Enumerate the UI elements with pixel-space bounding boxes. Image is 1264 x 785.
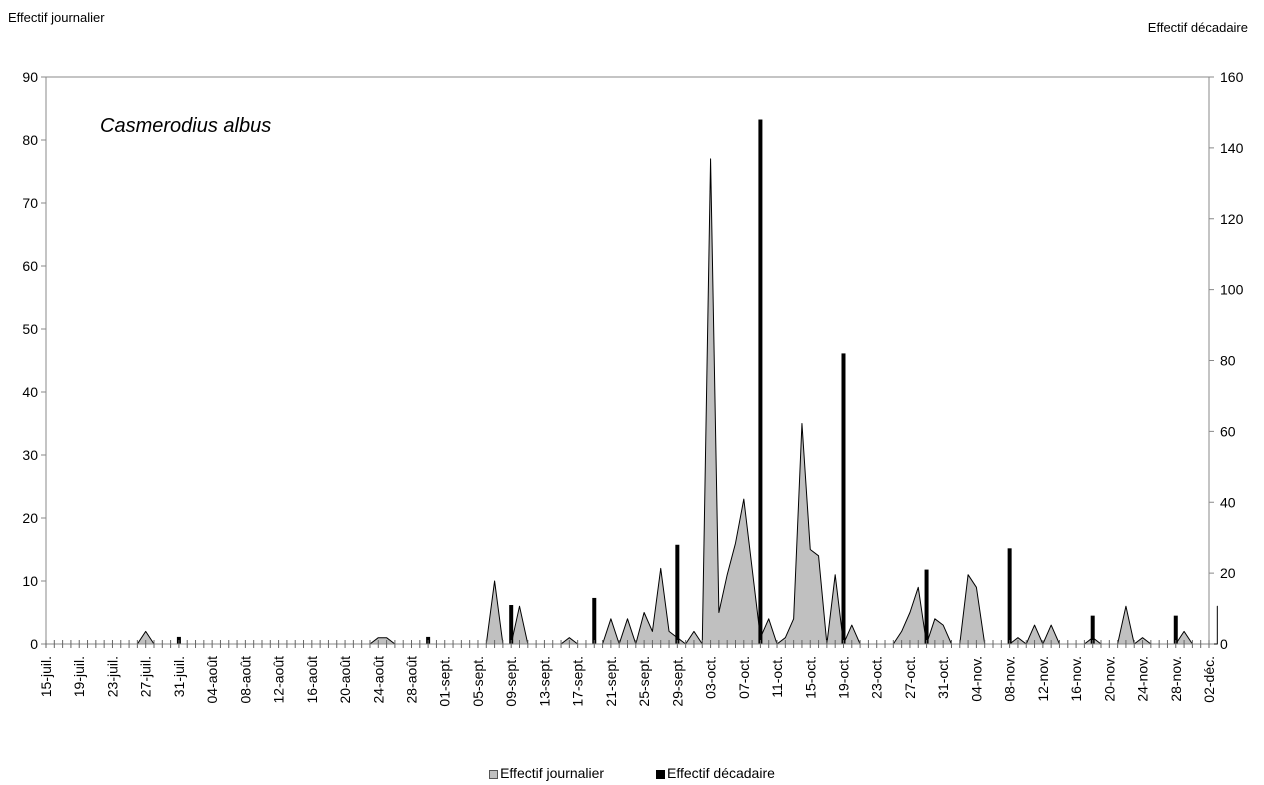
right-axis-tick-label: 80 [1220,353,1236,369]
x-axis-tick-label: 25-sept. [636,656,652,707]
decadal-bar [1173,615,1178,644]
legend-swatch-decadal [655,770,665,779]
x-axis-tick-label: 04-nov. [968,656,984,702]
x-axis-tick-label: 08-août [237,656,253,704]
x-axis-tick-label: 03-oct. [703,656,719,699]
right-axis-tick-label: 160 [1220,69,1244,85]
right-axis-title: Effectif décadaire [1147,20,1248,35]
x-axis-tick-label: 29-sept. [669,656,685,707]
legend-label-decadal: Effectif décadaire [666,765,775,781]
left-axis-tick-label: 80 [22,132,38,148]
x-axis-tick-label: 08-nov. [1002,656,1018,702]
legend: Effectif journalier Effectif décadaire [0,765,1264,781]
x-axis-tick-label: 16-nov. [1068,656,1084,702]
x-axis-tick-label: 11-oct. [769,656,785,698]
species-annotation: Casmerodius albus [100,115,271,137]
x-axis-tick-label: 19-oct. [835,656,851,699]
x-axis-tick-label: 13-sept. [536,656,552,707]
right-axis-tick-label: 20 [1220,565,1236,581]
x-axis-tick-label: 02-déc. [1201,656,1217,703]
x-axis-tick-label: 24-nov. [1135,656,1151,702]
left-axis-title: Effectif journalier [8,10,105,25]
decadal-bar [841,353,846,644]
legend-item-daily: Effectif journalier [489,765,604,781]
decadal-bar [675,544,680,644]
x-axis-tick-label: 27-juil. [138,656,154,697]
x-axis-tick-label: 16-août [304,656,320,704]
left-axis-tick-label: 50 [22,321,38,337]
left-axis-tick-label: 20 [22,510,38,526]
x-axis-tick-label: 12-nov. [1035,656,1051,702]
left-axis-tick-label: 60 [22,258,38,274]
x-axis-tick-label: 04-août [204,656,220,704]
x-axis-tick-label: 31-juil. [171,656,187,697]
legend-label-daily: Effectif journalier [500,765,605,781]
x-axis-tick-label: 20-août [337,656,353,704]
decadal-bar [1090,615,1095,644]
legend-item-decadal: Effectif décadaire [655,765,775,781]
x-axis-tick-label: 01-sept. [437,656,453,707]
decadal-bar [924,569,929,644]
daily-area-series [45,158,1218,645]
x-axis-tick-label: 12-août [271,656,287,704]
x-axis-tick-label: 23-juil. [104,656,120,697]
x-axis-tick-label: 21-sept. [603,656,619,707]
right-axis-tick-label: 0 [1220,636,1228,652]
decadal-bar [509,605,514,644]
left-axis-tick-label: 30 [22,447,38,463]
left-axis-tick-label: 10 [22,573,38,589]
x-axis-tick-label: 15-juil. [38,656,54,697]
decadal-bar [1007,548,1012,644]
x-axis-tick-label: 19-juil. [71,656,87,697]
right-axis-tick-label: 60 [1220,423,1236,439]
left-axis-tick-label: 40 [22,384,38,400]
chart-area: 0 10 20 30 40 50 60 70 80 90 0 20 40 60 80 100 120 140 160… [22,69,1244,707]
x-axis-tick-label: 09-sept. [503,656,519,707]
x-axis-tick-label: 24-août [370,656,386,704]
right-axis-tick-label: 140 [1220,140,1244,156]
x-axis-tick-label: 05-sept. [470,656,486,707]
decadal-bar [758,119,763,644]
right-axis-tick-label: 100 [1220,282,1244,298]
x-axis-tick-label: 28-nov. [1168,656,1184,702]
right-axis-tick-label: 40 [1220,494,1236,510]
x-axis-tick-label: 20-nov. [1101,656,1117,702]
x-axis-tick-label: 15-oct. [802,656,818,699]
x-axis-tick-label: 07-oct. [736,656,752,699]
x-axis-tick-label: 23-oct. [869,656,885,699]
x-axis-tick-label: 17-sept. [570,656,586,707]
legend-swatch-daily [489,770,499,779]
decadal-bar [592,597,597,644]
x-axis-tick-label: 28-août [404,656,420,704]
x-axis-tick-label: 27-oct. [902,656,918,699]
right-axis-tick-label: 120 [1220,211,1244,227]
x-axis-tick-label: 31-oct. [935,656,951,699]
left-axis-tick-label: 70 [22,195,38,211]
left-axis-tick-label: 90 [22,69,38,85]
left-axis-tick-label: 0 [30,636,38,652]
